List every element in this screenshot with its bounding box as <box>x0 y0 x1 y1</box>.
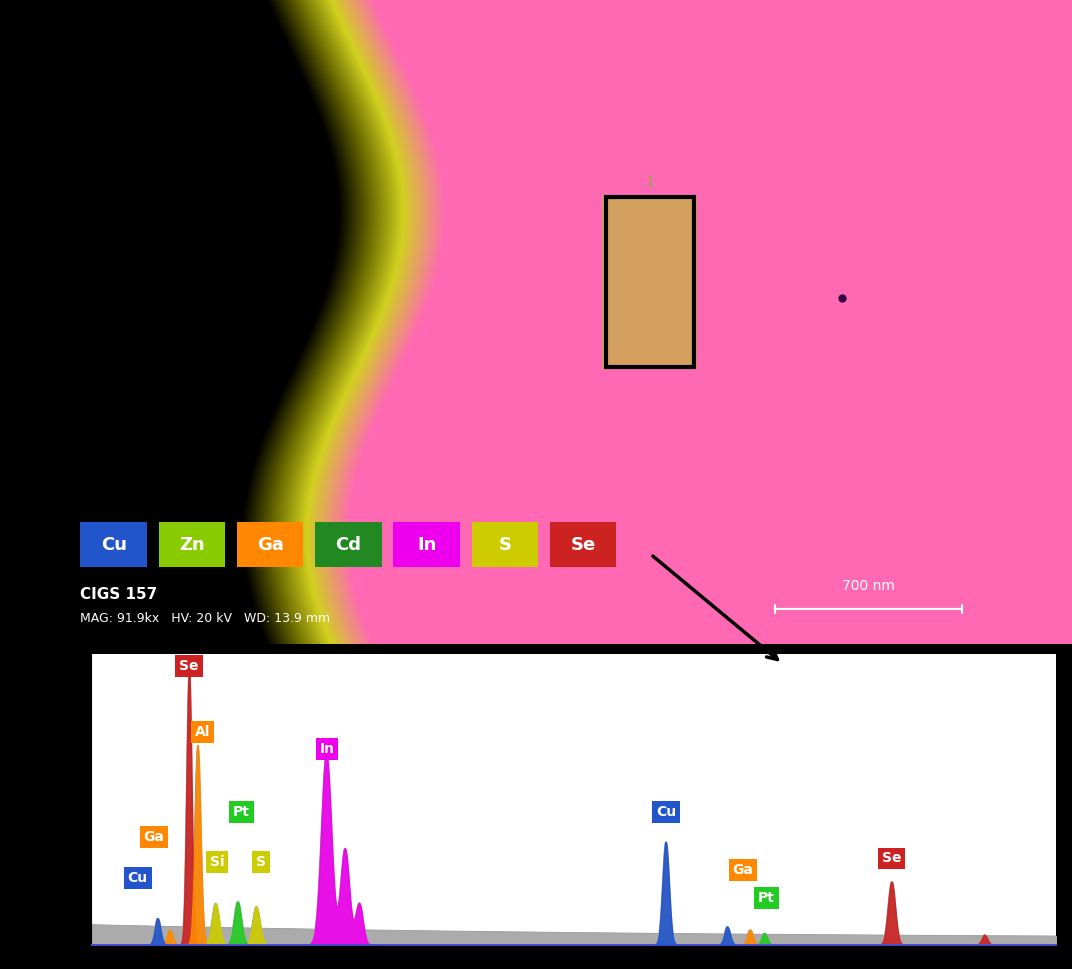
Text: Cu: Cu <box>101 536 126 553</box>
Text: Se: Se <box>882 852 902 865</box>
Text: Cu: Cu <box>128 871 148 886</box>
Text: MAG: 91.9kx   HV: 20 kV   WD: 13.9 mm: MAG: 91.9kx HV: 20 kV WD: 13.9 mm <box>80 611 330 625</box>
Text: Cu: Cu <box>656 805 676 819</box>
Text: Al: Al <box>195 725 210 739</box>
Text: Zn: Zn <box>179 536 205 553</box>
Text: 700 nm: 700 nm <box>842 578 895 593</box>
Text: Cd: Cd <box>336 536 361 553</box>
Text: Pt: Pt <box>233 805 250 819</box>
FancyBboxPatch shape <box>315 522 382 567</box>
Text: S: S <box>256 855 266 869</box>
Y-axis label: cps/eV: cps/eV <box>34 774 49 825</box>
FancyBboxPatch shape <box>159 522 225 567</box>
Text: Se: Se <box>570 536 596 553</box>
Text: CIGS 157: CIGS 157 <box>80 587 158 603</box>
Text: Se: Se <box>179 659 198 672</box>
Bar <box>602 195 697 369</box>
Bar <box>606 197 694 367</box>
FancyBboxPatch shape <box>237 522 303 567</box>
Text: Ga: Ga <box>144 829 164 844</box>
FancyBboxPatch shape <box>80 522 147 567</box>
FancyBboxPatch shape <box>550 522 616 567</box>
Text: In: In <box>319 741 334 756</box>
Text: S: S <box>498 536 511 553</box>
Text: Ga: Ga <box>732 863 754 877</box>
Text: 1: 1 <box>645 174 654 189</box>
FancyBboxPatch shape <box>393 522 460 567</box>
Text: Ga: Ga <box>256 536 284 553</box>
Text: Si: Si <box>210 855 224 869</box>
Text: Pt: Pt <box>758 891 775 905</box>
FancyBboxPatch shape <box>472 522 538 567</box>
Text: In: In <box>417 536 436 553</box>
